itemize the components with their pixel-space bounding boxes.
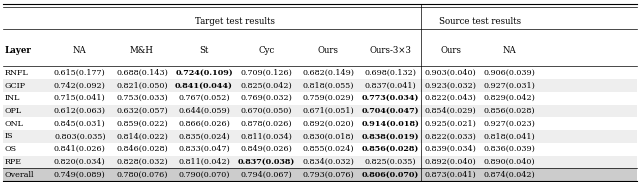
Text: 0.709(0.126): 0.709(0.126)	[240, 69, 292, 77]
Text: 0.790(0.070): 0.790(0.070)	[179, 171, 230, 179]
Text: 0.835(0.024): 0.835(0.024)	[178, 132, 230, 141]
Text: RPE: RPE	[4, 158, 22, 166]
Text: 0.632(0.057): 0.632(0.057)	[116, 107, 168, 115]
Bar	[3, 168, 637, 181]
Text: Ours: Ours	[440, 46, 461, 56]
Text: 0.811(0.034): 0.811(0.034)	[240, 132, 292, 141]
Text: 0.724(0.109): 0.724(0.109)	[175, 69, 233, 77]
Text: 0.742(0.092): 0.742(0.092)	[54, 82, 106, 90]
Text: OS: OS	[4, 145, 17, 153]
Text: 0.822(0.033): 0.822(0.033)	[425, 132, 477, 141]
Text: 0.846(0.028): 0.846(0.028)	[116, 145, 168, 153]
Text: Ours: Ours	[317, 46, 339, 56]
Text: 0.874(0.042): 0.874(0.042)	[484, 171, 536, 179]
Text: 0.780(0.076): 0.780(0.076)	[116, 171, 168, 179]
Text: 0.866(0.026): 0.866(0.026)	[178, 120, 230, 128]
Text: 0.838(0.019): 0.838(0.019)	[362, 132, 419, 141]
Text: 0.855(0.024): 0.855(0.024)	[303, 145, 354, 153]
Text: 0.793(0.076): 0.793(0.076)	[302, 171, 354, 179]
Text: 0.688(0.143): 0.688(0.143)	[116, 69, 168, 77]
Text: 0.859(0.022): 0.859(0.022)	[116, 120, 168, 128]
Text: ONL: ONL	[4, 120, 23, 128]
Text: 0.830(0.018): 0.830(0.018)	[303, 132, 354, 141]
Text: 0.892(0.040): 0.892(0.040)	[425, 158, 477, 166]
Text: 0.834(0.032): 0.834(0.032)	[302, 158, 354, 166]
Text: 0.767(0.052): 0.767(0.052)	[178, 94, 230, 102]
Text: 0.818(0.055): 0.818(0.055)	[303, 82, 354, 90]
Text: 0.836(0.039): 0.836(0.039)	[484, 145, 536, 153]
Text: NA: NA	[73, 46, 87, 56]
Text: Overall: Overall	[4, 171, 34, 179]
Text: IS: IS	[4, 132, 13, 141]
Text: 0.829(0.042): 0.829(0.042)	[484, 94, 536, 102]
Text: 0.749(0.089): 0.749(0.089)	[54, 171, 106, 179]
Text: 0.644(0.059): 0.644(0.059)	[178, 107, 230, 115]
Text: 0.837(0.041): 0.837(0.041)	[364, 82, 416, 90]
Bar	[3, 130, 637, 143]
Text: 0.923(0.032): 0.923(0.032)	[425, 82, 477, 90]
Text: 0.927(0.031): 0.927(0.031)	[484, 82, 536, 90]
Text: 0.814(0.022): 0.814(0.022)	[116, 132, 168, 141]
Text: 0.837(0.038): 0.837(0.038)	[237, 158, 295, 166]
Text: 0.820(0.034): 0.820(0.034)	[54, 158, 106, 166]
Text: 0.825(0.042): 0.825(0.042)	[240, 82, 292, 90]
Text: OPL: OPL	[4, 107, 22, 115]
Text: GCIP: GCIP	[4, 82, 26, 90]
Text: M&H: M&H	[130, 46, 154, 56]
Text: 0.878(0.026): 0.878(0.026)	[241, 120, 292, 128]
Text: 0.841(0.044): 0.841(0.044)	[175, 82, 233, 90]
Text: 0.828(0.032): 0.828(0.032)	[116, 158, 168, 166]
Bar	[3, 79, 637, 92]
Text: 0.856(0.028): 0.856(0.028)	[362, 145, 419, 153]
Text: 0.821(0.050): 0.821(0.050)	[116, 82, 168, 90]
Text: 0.833(0.047): 0.833(0.047)	[178, 145, 230, 153]
Text: 0.753(0.033): 0.753(0.033)	[116, 94, 168, 102]
Text: 0.704(0.047): 0.704(0.047)	[362, 107, 419, 115]
Text: 0.670(0.050): 0.670(0.050)	[241, 107, 292, 115]
Text: 0.612(0.063): 0.612(0.063)	[54, 107, 106, 115]
Text: 0.914(0.018): 0.914(0.018)	[362, 120, 419, 128]
Text: Cyc: Cyc	[258, 46, 275, 56]
Text: NA: NA	[503, 46, 516, 56]
Text: 0.903(0.040): 0.903(0.040)	[425, 69, 477, 77]
Text: 0.682(0.149): 0.682(0.149)	[302, 69, 354, 77]
Text: 0.794(0.067): 0.794(0.067)	[240, 171, 292, 179]
Bar	[3, 156, 637, 168]
Text: 0.698(0.132): 0.698(0.132)	[364, 69, 417, 77]
Text: 0.873(0.041): 0.873(0.041)	[425, 171, 477, 179]
Text: Target test results: Target test results	[195, 17, 275, 26]
Text: 0.892(0.020): 0.892(0.020)	[302, 120, 354, 128]
Text: 0.845(0.031): 0.845(0.031)	[54, 120, 106, 128]
Text: 0.839(0.034): 0.839(0.034)	[425, 145, 477, 153]
Text: 0.856(0.028): 0.856(0.028)	[484, 107, 536, 115]
Text: 0.890(0.040): 0.890(0.040)	[484, 158, 536, 166]
Text: 0.803(0.035): 0.803(0.035)	[54, 132, 106, 141]
Text: Layer: Layer	[4, 46, 31, 56]
Text: RNFL: RNFL	[4, 69, 28, 77]
Text: 0.773(0.034): 0.773(0.034)	[362, 94, 419, 102]
Text: INL: INL	[4, 94, 20, 102]
Text: 0.806(0.070): 0.806(0.070)	[362, 171, 419, 179]
Text: Source test results: Source test results	[439, 17, 522, 26]
Text: 0.854(0.029): 0.854(0.029)	[425, 107, 477, 115]
Text: 0.841(0.026): 0.841(0.026)	[54, 145, 106, 153]
Text: 0.822(0.043): 0.822(0.043)	[425, 94, 477, 102]
Text: 0.925(0.021): 0.925(0.021)	[425, 120, 477, 128]
Text: 0.818(0.041): 0.818(0.041)	[484, 132, 536, 141]
Text: 0.615(0.177): 0.615(0.177)	[54, 69, 106, 77]
Text: 0.825(0.035): 0.825(0.035)	[365, 158, 416, 166]
Bar	[3, 105, 637, 117]
Text: 0.849(0.026): 0.849(0.026)	[240, 145, 292, 153]
Text: 0.759(0.029): 0.759(0.029)	[302, 94, 354, 102]
Text: Ours-3×3: Ours-3×3	[369, 46, 412, 56]
Text: 0.769(0.032): 0.769(0.032)	[240, 94, 292, 102]
Text: 0.811(0.042): 0.811(0.042)	[178, 158, 230, 166]
Text: 0.715(0.041): 0.715(0.041)	[54, 94, 106, 102]
Text: 0.906(0.039): 0.906(0.039)	[484, 69, 536, 77]
Text: 0.671(0.051): 0.671(0.051)	[302, 107, 354, 115]
Text: St: St	[200, 46, 209, 56]
Text: 0.927(0.023): 0.927(0.023)	[484, 120, 536, 128]
